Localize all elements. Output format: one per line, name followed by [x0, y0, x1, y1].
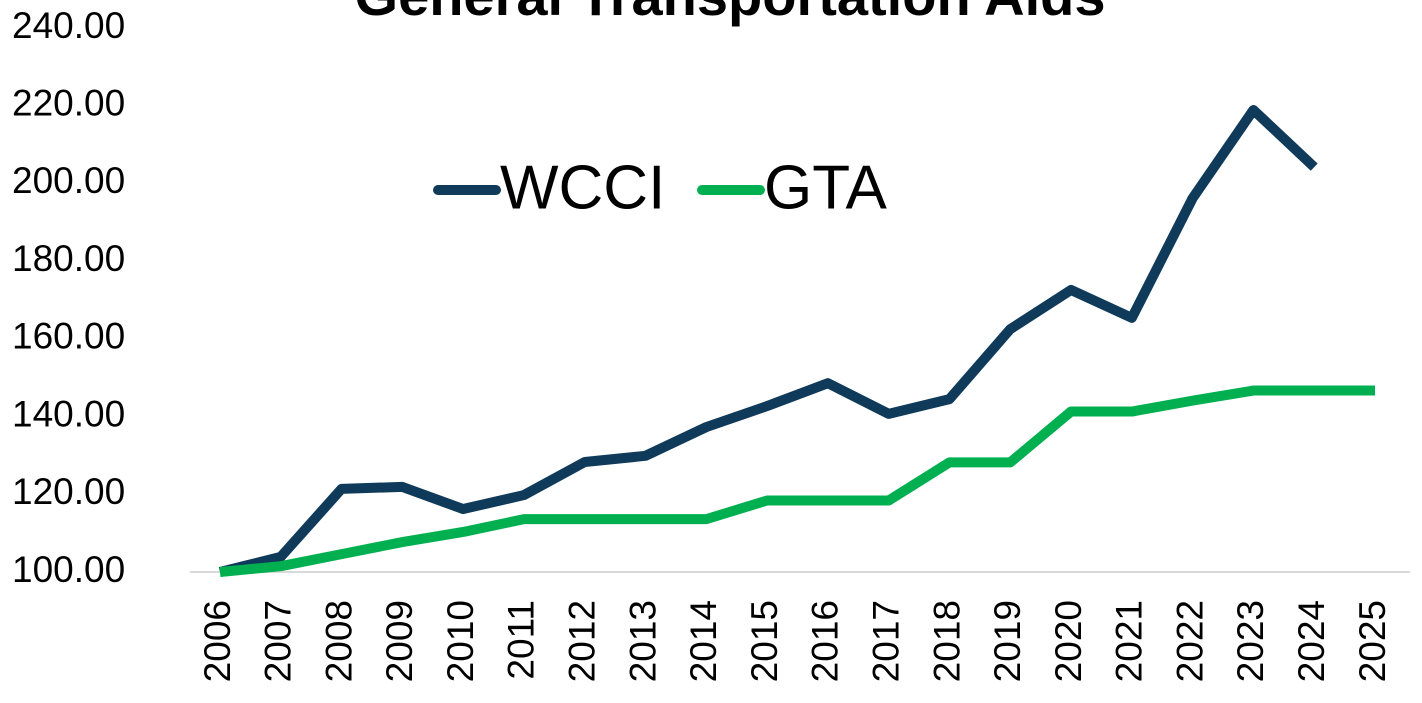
x-tick-label: 2009: [379, 600, 420, 682]
x-tick-label: 2020: [1048, 600, 1089, 682]
x-tick-label: 2025: [1352, 600, 1393, 682]
y-tick-label: 240.00: [12, 5, 125, 46]
x-tick-label: 2012: [562, 600, 603, 682]
x-tick-label: 2019: [987, 600, 1028, 682]
y-tick-label: 180.00: [12, 238, 125, 279]
x-tick-label: 2010: [440, 600, 481, 682]
y-tick-label: 120.00: [12, 471, 125, 512]
y-tick-label: 160.00: [12, 316, 125, 357]
x-tick-label: 2024: [1291, 600, 1332, 682]
x-tick-label: 2023: [1230, 600, 1271, 682]
y-tick-label: 220.00: [12, 82, 125, 123]
chart-title: General Transportation Aids: [355, 0, 1106, 27]
x-tick-label: 2007: [258, 600, 299, 682]
line-series: [218, 104, 1318, 577]
x-tick-label: 2016: [805, 600, 846, 682]
line-series: [219, 385, 1375, 577]
x-tick-label: 2022: [1169, 600, 1210, 682]
y-tick-label: 100.00: [12, 549, 125, 590]
legend-label: WCCI: [500, 153, 665, 222]
x-tick-label: 2013: [622, 600, 663, 682]
legend-label: GTA: [764, 153, 887, 222]
y-tick-label: 200.00: [12, 160, 125, 201]
x-tick-label: 2008: [318, 600, 359, 682]
x-tick-label: 2015: [744, 600, 785, 682]
x-tick-label: 2021: [1109, 600, 1150, 682]
x-tick-label: 2006: [197, 600, 238, 682]
x-tick-label: 2014: [683, 600, 724, 682]
x-tick-label: 2011: [501, 600, 542, 680]
x-tick-label: 2017: [865, 600, 906, 682]
y-tick-label: 140.00: [12, 393, 125, 434]
x-tick-label: 2018: [926, 600, 967, 682]
